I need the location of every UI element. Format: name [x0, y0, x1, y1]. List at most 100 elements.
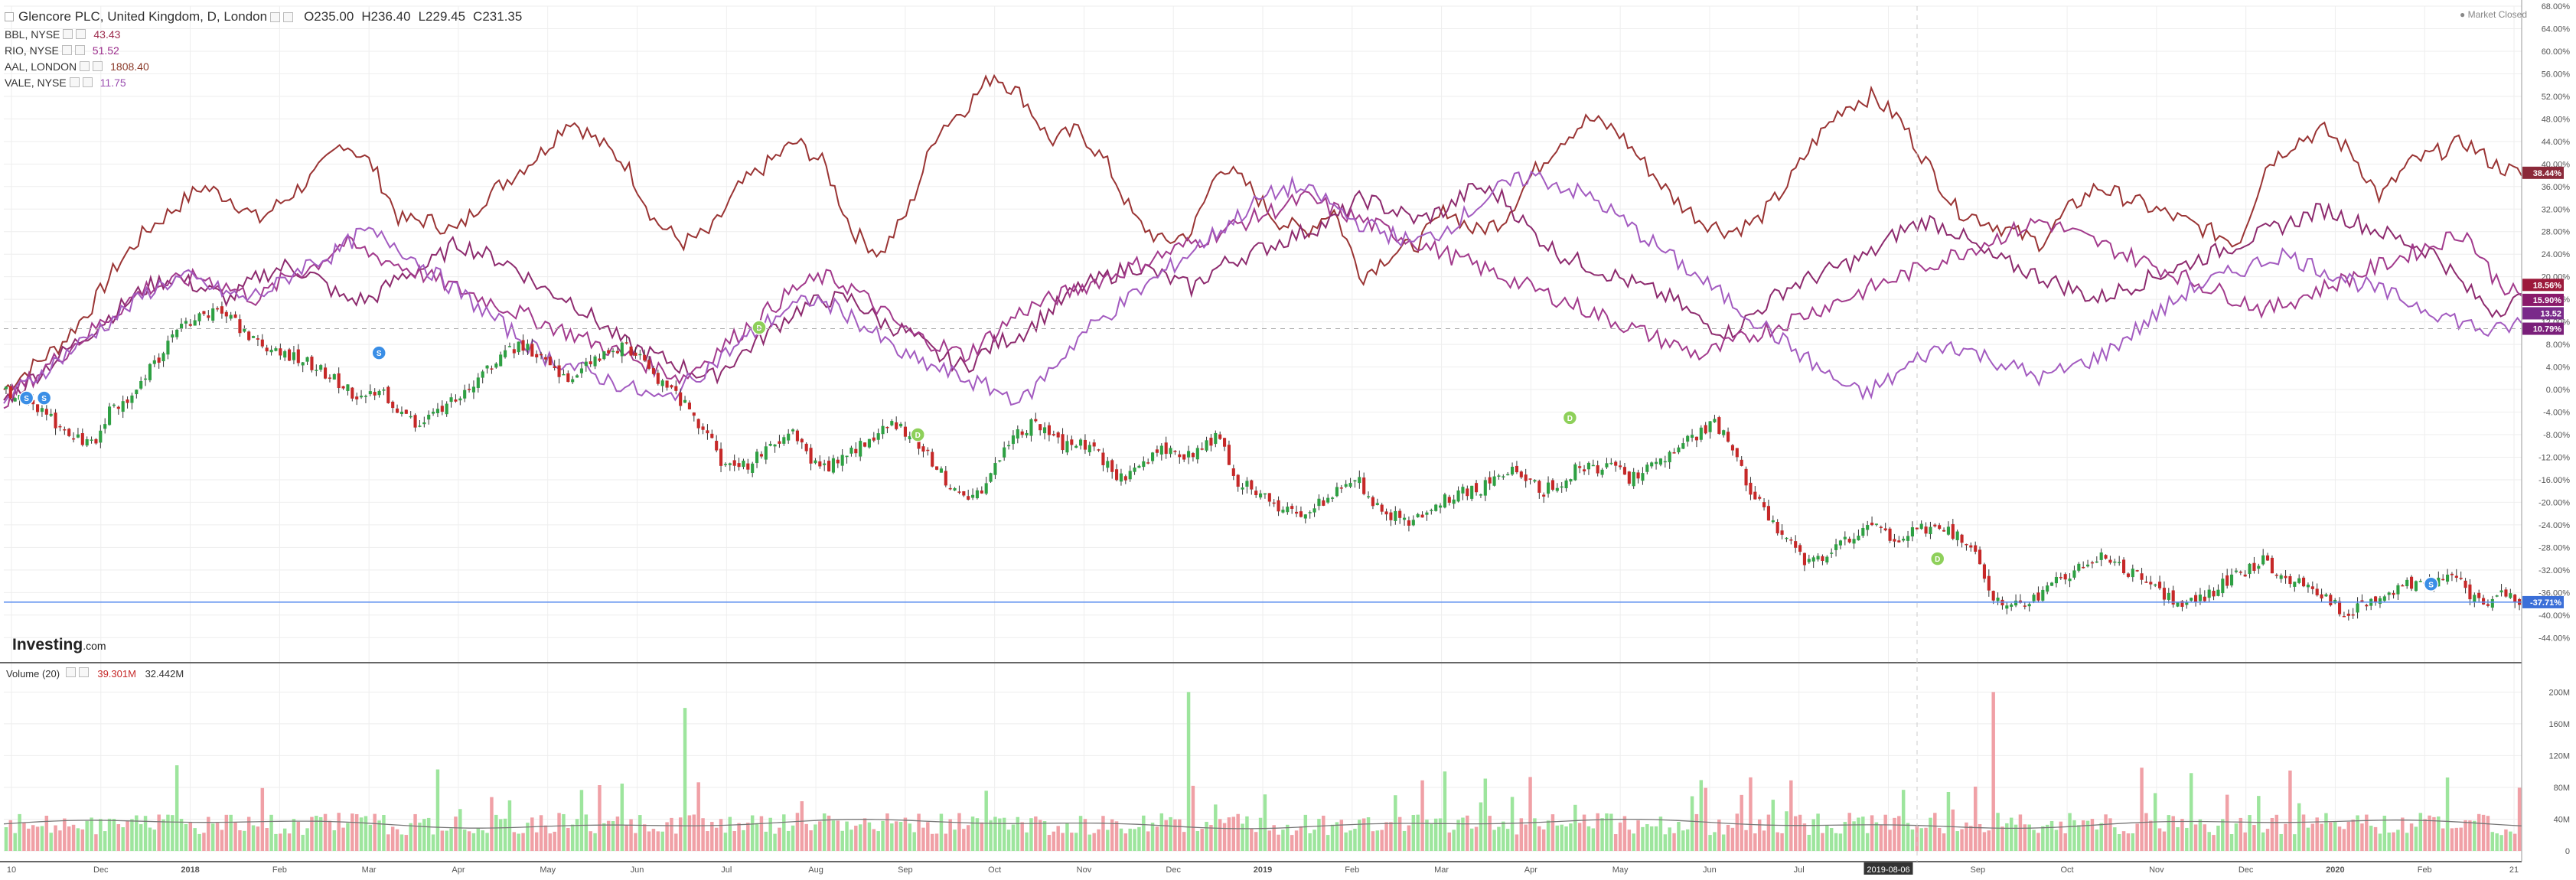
candle-body — [2194, 595, 2198, 602]
volume-bar — [1029, 818, 1033, 851]
candle-body — [463, 389, 467, 399]
volume-bar — [1744, 829, 1748, 851]
candle-body — [2450, 573, 2454, 575]
volume-bar — [1290, 835, 1294, 851]
time-axis-label: Apr — [1524, 865, 1537, 875]
candle-body — [2279, 575, 2283, 579]
candle-body — [1749, 482, 1753, 495]
volume-bar — [1915, 826, 1919, 851]
volume-bar — [2473, 820, 2477, 851]
volume-bar — [831, 820, 836, 851]
volume-bar — [310, 816, 314, 851]
compare-row-bbl[interactable]: BBL, NYSE 43.43 — [5, 26, 522, 42]
compare-value: 1808.40 — [110, 60, 149, 73]
candle-body — [1946, 526, 1950, 535]
main-series-row[interactable]: Glencore PLC, United Kingdom, D, London … — [5, 8, 522, 26]
volume-bar — [2333, 822, 2337, 851]
compare-row-aal[interactable]: AAL, LONDON 1808.40 — [5, 58, 522, 74]
volume-bar — [1267, 830, 1272, 851]
time-axis-label: Nov — [2149, 865, 2164, 875]
volume-bar — [1658, 816, 1663, 851]
volume-bar — [570, 824, 575, 851]
volume-bar — [1838, 833, 1843, 851]
candle-body — [2477, 592, 2481, 598]
candle-body — [130, 395, 134, 403]
close-icon[interactable] — [283, 11, 294, 22]
volume-bar — [449, 828, 453, 851]
volume-bar — [422, 819, 426, 851]
candle-body — [148, 363, 152, 380]
candle-body — [1195, 448, 1199, 460]
volume-bar — [1870, 815, 1874, 851]
candle-body — [1893, 539, 1896, 542]
volume-bar — [301, 834, 305, 851]
candle-body — [2266, 555, 2270, 561]
volume-bar — [867, 822, 872, 851]
volume-bar — [1322, 815, 1325, 851]
close-icon[interactable] — [76, 29, 86, 39]
volume-bar — [2180, 819, 2184, 851]
candle-body — [696, 419, 700, 429]
candle-body — [4, 386, 8, 389]
close-icon[interactable] — [82, 77, 93, 87]
compare-row-rio[interactable]: RIO, NYSE 51.52 — [5, 42, 522, 58]
close-icon[interactable] — [93, 61, 103, 71]
price-axis-label: 8.00% — [2546, 341, 2570, 350]
volume-bar — [2450, 828, 2454, 851]
candle-body — [1645, 464, 1649, 472]
candle-body — [1550, 480, 1554, 490]
candle-body — [1583, 469, 1586, 472]
candle-body — [2113, 561, 2117, 563]
volume-bar — [620, 784, 624, 851]
volume-bar — [2081, 820, 2085, 851]
settings-icon[interactable] — [69, 77, 80, 87]
settings-icon[interactable] — [80, 61, 90, 71]
volume-bar — [1173, 819, 1177, 851]
volume-bar — [399, 834, 404, 851]
close-icon[interactable] — [78, 667, 89, 677]
volume-bar — [939, 813, 944, 851]
marker-letter: S — [377, 350, 382, 358]
candle-body — [867, 438, 871, 448]
volume-bar — [2085, 820, 2090, 851]
candle-body — [2418, 581, 2422, 582]
price-axis-label: 0.00% — [2546, 386, 2570, 395]
candle-body — [948, 487, 952, 490]
volume-bar — [1699, 780, 1704, 851]
settings-icon[interactable] — [61, 45, 72, 55]
settings-icon[interactable] — [65, 667, 76, 677]
candle-body — [1883, 528, 1887, 531]
volume-bar — [2104, 814, 2108, 851]
candle-body — [728, 463, 732, 465]
candle-body — [1821, 556, 1824, 562]
candle-body — [2144, 582, 2148, 583]
candle-body — [1933, 524, 1937, 526]
candle-body — [1951, 523, 1955, 539]
settings-icon[interactable] — [63, 29, 73, 39]
candle-body — [116, 406, 120, 409]
settings-icon[interactable] — [270, 11, 281, 22]
candle-body — [1560, 486, 1564, 488]
volume-bar — [1272, 825, 1276, 851]
volume-bar — [1074, 833, 1078, 851]
volume-bar — [692, 814, 696, 851]
compare-row-vale[interactable]: VALE, NYSE 11.75 — [5, 74, 522, 90]
volume-bar — [1605, 813, 1609, 851]
candle-body — [2437, 577, 2441, 587]
volume-bar — [238, 830, 242, 851]
candle-body — [521, 340, 525, 351]
collapse-toggle[interactable] — [5, 12, 14, 21]
volume-bar — [2365, 814, 2369, 851]
compare-name: AAL, LONDON — [5, 60, 77, 73]
volume-bar — [2414, 826, 2418, 851]
candle-body — [1074, 445, 1078, 448]
candle-body — [2063, 574, 2067, 580]
close-icon[interactable] — [74, 45, 85, 55]
volume-bar — [413, 813, 417, 851]
volume-bar — [1677, 821, 1681, 851]
candle-body — [2154, 584, 2157, 586]
volume-bar — [2121, 831, 2126, 851]
volume-bar — [1749, 777, 1753, 851]
candle-body — [809, 448, 813, 464]
